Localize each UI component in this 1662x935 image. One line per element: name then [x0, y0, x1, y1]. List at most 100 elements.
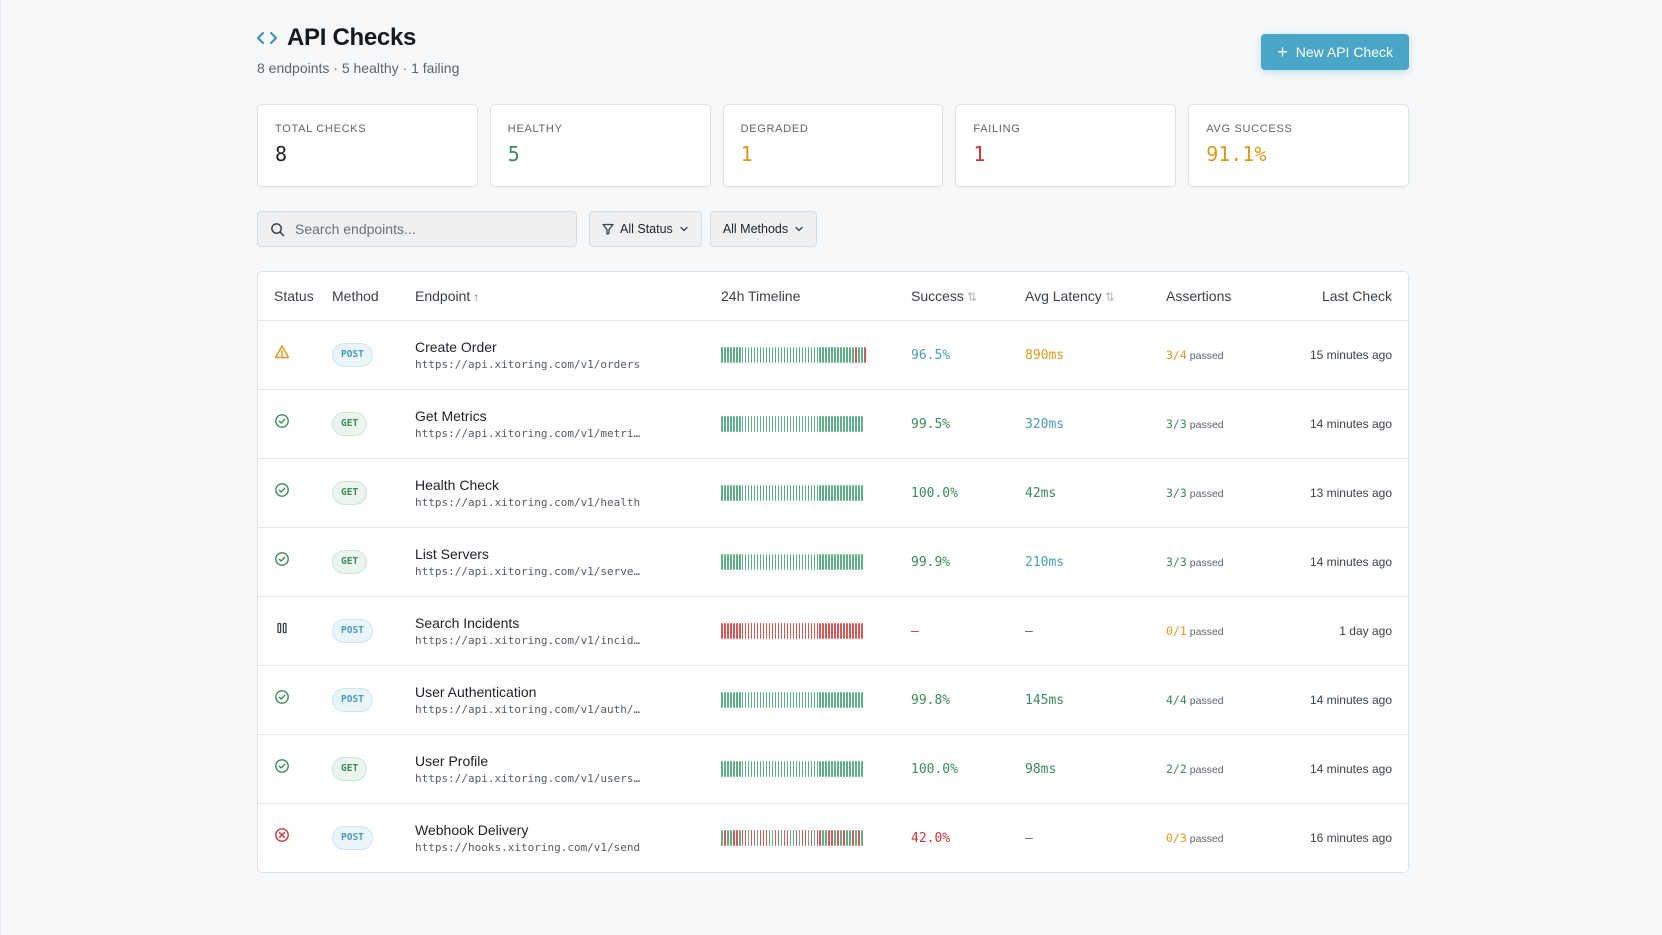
endpoint-cell[interactable]: Create Order https://api.xitoring.com/v1/… [415, 320, 721, 390]
column-header-method[interactable]: Method [332, 272, 415, 321]
search-box[interactable] [257, 211, 577, 247]
endpoint-name[interactable]: User Authentication [415, 683, 537, 700]
timeline-bar [798, 691, 801, 708]
endpoint-name[interactable]: Health Check [415, 476, 500, 493]
timeline-bar [735, 691, 738, 708]
timeline-bar [858, 484, 860, 501]
timeline-bar [807, 484, 810, 501]
timeline-bar [822, 484, 825, 501]
timeline-bar [810, 622, 813, 639]
timeline-bar [759, 829, 762, 846]
endpoint-name[interactable]: User Profile [415, 752, 489, 769]
table-row[interactable]: GET List Servers https://api.xitoring.com/… [258, 527, 1408, 597]
timeline-bar [747, 622, 750, 639]
column-header-success[interactable]: Success ⇅ [911, 272, 1025, 321]
endpoint-cell[interactable]: Health Check https://api.xitoring.com/v1/… [415, 458, 721, 528]
timeline-bar [792, 415, 795, 432]
chevron-down-icon [794, 224, 804, 234]
last-check-time: 14 minutes ago [1309, 416, 1392, 431]
timeline-bar [753, 484, 756, 501]
endpoint-name[interactable]: Create Order [415, 338, 497, 355]
timeline-bar [744, 622, 747, 639]
timeline-bar [726, 691, 729, 708]
timeline-bar [846, 622, 848, 639]
timeline-bar [834, 415, 836, 432]
timeline-bar [801, 484, 804, 501]
endpoint-name[interactable]: List Servers [415, 545, 489, 562]
timeline-bar [837, 484, 839, 501]
timeline-bar [741, 829, 744, 846]
new-api-check-label: New API Check [1295, 44, 1393, 60]
timeline-bar [804, 346, 807, 363]
endpoint-name[interactable]: Search Incidents [415, 614, 520, 631]
timeline-bar [741, 760, 744, 777]
table-row[interactable]: POST Create Order https://api.xitoring.com… [258, 320, 1408, 390]
timeline-bar [837, 346, 839, 363]
stat-value: 5 [507, 142, 520, 166]
table-row[interactable]: GET User Profile https://api.xitoring.com/… [258, 734, 1408, 804]
timeline-bar [753, 415, 756, 432]
timeline-bar [738, 829, 741, 846]
latency-cell: 890ms [1025, 320, 1166, 390]
timeline-bar [795, 415, 798, 432]
plus-icon: + [1277, 42, 1288, 62]
endpoint-cell[interactable]: Webhook Delivery https://hooks.xitoring.c… [415, 803, 721, 872]
timeline-cell [721, 734, 911, 804]
success-cell: 100.0% [911, 734, 1025, 804]
timeline-bar [726, 760, 729, 777]
endpoint-cell[interactable]: User Profile https://api.xitoring.com/v1/… [415, 734, 721, 804]
timeline-bar [858, 346, 860, 363]
timeline-bar [819, 760, 822, 777]
timeline-bar [721, 622, 723, 639]
timeline-bar [786, 829, 789, 846]
table-row[interactable]: POST Webhook Delivery https://hooks.xitori… [258, 803, 1408, 872]
timeline-bar [780, 829, 783, 846]
table-row[interactable]: POST Search Incidents https://api.xitoring… [258, 596, 1408, 666]
table-row[interactable]: GET Health Check https://api.xitoring.com/… [258, 458, 1408, 528]
column-header-latency[interactable]: Avg Latency ⇅ [1025, 272, 1166, 321]
stat-value: 8 [275, 142, 288, 166]
table-row[interactable]: POST User Authentication https://api.xitor… [258, 665, 1408, 735]
endpoint-cell[interactable]: User Authentication https://api.xitoring.… [415, 665, 721, 735]
timeline-bar [756, 760, 759, 777]
timeline-bar [801, 622, 804, 639]
assertions-cell: 2/2 passed [1166, 734, 1298, 804]
method-cell: GET [332, 734, 415, 804]
timeline-24h [721, 829, 911, 846]
timeline-bar [834, 691, 836, 708]
timeline-bar [762, 415, 765, 432]
stats-row: TOTAL CHECKS 8 HEALTHY 5 DEGRADED 1 FAIL… [257, 104, 1409, 187]
status-filter-dropdown[interactable]: All Status [589, 211, 702, 247]
stat-card-healthy: HEALTHY 5 [489, 104, 711, 187]
endpoint-name[interactable]: Webhook Delivery [415, 821, 529, 838]
endpoint-name[interactable]: Get Metrics [415, 407, 487, 424]
timeline-bar [822, 691, 825, 708]
timeline-bar [783, 622, 786, 639]
timeline-bar [756, 346, 759, 363]
endpoint-cell[interactable]: Search Incidents https://api.xitoring.com… [415, 596, 721, 666]
timeline-bar [756, 415, 759, 432]
timeline-bar [765, 553, 768, 570]
timeline-bar [837, 691, 839, 708]
column-header-status[interactable]: Status [258, 272, 332, 321]
avg-latency: 890ms [1025, 347, 1065, 363]
method-filter-dropdown[interactable]: All Methods [709, 211, 818, 247]
avg-latency: 210ms [1025, 554, 1065, 570]
timeline-bar [783, 829, 786, 846]
timeline-bar [762, 484, 765, 501]
timeline-bar [855, 553, 857, 570]
new-api-check-button[interactable]: + New API Check [1261, 34, 1409, 70]
timeline-bar [843, 622, 845, 639]
search-input[interactable] [295, 221, 564, 237]
endpoint-cell[interactable]: List Servers https://api.xitoring.com/v1/… [415, 527, 721, 597]
success-rate: 99.5% [911, 416, 951, 432]
column-header-endpoint[interactable]: Endpoint ↑ [415, 272, 721, 321]
table-row[interactable]: GET Get Metrics https://api.xitoring.com/v… [258, 389, 1408, 459]
timeline-bar [810, 691, 813, 708]
endpoint-cell[interactable]: Get Metrics https://api.xitoring.com/v1/m… [415, 389, 721, 459]
latency-cell: — [1025, 803, 1166, 872]
timeline-bar [771, 415, 774, 432]
method-cell: POST [332, 596, 415, 666]
avg-latency: — [1025, 623, 1033, 639]
timeline-bar [762, 622, 765, 639]
